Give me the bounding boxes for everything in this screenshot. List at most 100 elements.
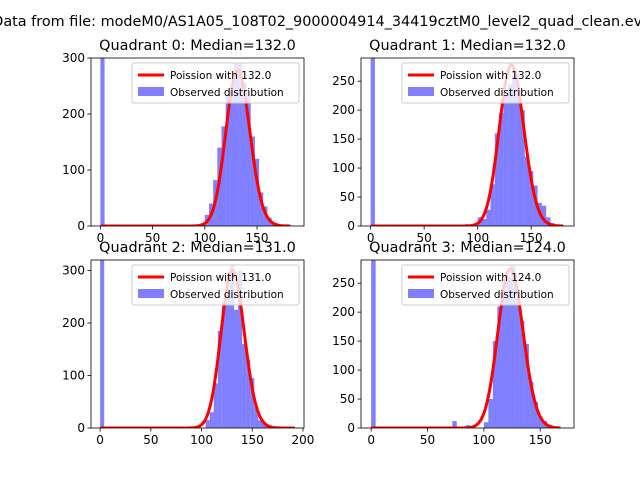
histogram-bar	[246, 94, 251, 226]
subplot-grid: 0 50 100 150 0 100 200 300 Quadrant 0: Median=13…	[62, 38, 575, 447]
subplot-title: Quadrant 3: Median=124.0	[369, 240, 566, 256]
histogram-bar	[225, 291, 230, 428]
histogram-bar	[529, 170, 534, 226]
y-tick-label: 50	[340, 190, 355, 204]
histogram-bar	[371, 260, 376, 428]
x-tick-label: 100	[193, 231, 216, 245]
histogram-bar	[497, 306, 502, 428]
axes-frame	[90, 259, 305, 429]
y-tick-label: 200	[332, 305, 355, 319]
histogram-bar	[242, 83, 247, 226]
legend-box	[131, 62, 300, 104]
y-tick-label: 250	[332, 276, 355, 290]
legend-box	[131, 264, 300, 306]
histogram-bar	[507, 84, 512, 226]
histogram-bar	[533, 185, 538, 226]
histogram-bar	[541, 205, 547, 226]
legend: Poission with 131.0 Observed distribution	[131, 264, 300, 306]
y-tick-label: 150	[332, 132, 355, 146]
legend-poisson-label: Poission with 124.0	[440, 272, 541, 284]
x-tick-label: 100	[190, 433, 213, 447]
x-tick-label: 50	[417, 231, 432, 245]
y-tick-label: 200	[62, 316, 85, 330]
histogram-bar	[537, 416, 543, 428]
y-tick-label: 300	[62, 264, 85, 278]
y-tick-label: 250	[332, 74, 355, 88]
legend-observed-swatch	[138, 289, 164, 298]
histogram-bar	[205, 420, 210, 428]
histogram-bar	[533, 401, 538, 428]
x-tick-label: 100	[472, 433, 495, 447]
plot-content	[370, 260, 561, 428]
histogram-bar	[481, 219, 487, 226]
legend-poisson-label: Poission with 132.0	[440, 70, 541, 82]
x-tick-label: 150	[241, 433, 264, 447]
y-tick-label: 150	[332, 334, 355, 348]
histogram-bar	[519, 320, 525, 428]
y-tick-label: 0	[347, 219, 355, 233]
legend-box	[401, 62, 570, 104]
histogram-bar	[452, 421, 457, 428]
y-tick-label: 100	[332, 363, 355, 377]
histogram-bar	[229, 265, 235, 428]
legend-observed-label: Observed distribution	[170, 289, 284, 301]
y-tick-label: 200	[332, 103, 355, 117]
y-tick-label: 300	[62, 51, 85, 65]
histogram-bar	[528, 381, 534, 428]
histogram-bar	[259, 192, 264, 226]
histogram-bar	[524, 156, 530, 226]
histogram-bar	[520, 110, 525, 226]
histogram-bar	[213, 383, 218, 428]
y-tick-label: 100	[332, 161, 355, 175]
y-tick-label: 200	[62, 107, 85, 121]
histogram-bar	[490, 184, 495, 226]
x-tick-label: 50	[420, 433, 435, 447]
x-tick-label: 0	[367, 231, 375, 245]
histogram-bar	[483, 422, 489, 428]
legend: Poission with 132.0 Observed distribution	[131, 62, 300, 104]
histogram-bar	[524, 344, 529, 428]
axes-frame	[90, 57, 305, 227]
histogram-bar	[250, 136, 255, 226]
histogram-bar	[492, 341, 498, 428]
legend-poisson-label: Poission with 132.0	[170, 70, 271, 82]
legend-observed-label: Observed distribution	[440, 289, 554, 301]
x-tick-label: 0	[367, 433, 375, 447]
subplot-quadrant-3: 0 50 100 150 0 50 100 150 200 250 Quadrant 3: Medi…	[332, 240, 575, 447]
y-tick-label: 0	[77, 421, 85, 435]
axes-frame	[360, 57, 575, 227]
y-tick-label: 50	[340, 392, 355, 406]
histogram-bar	[499, 113, 504, 226]
histogram-bar	[221, 126, 226, 226]
histogram-bar	[506, 277, 511, 428]
histogram-bar	[238, 63, 243, 226]
histogram-bar	[217, 330, 222, 428]
histogram-bar	[501, 297, 507, 428]
histogram-bar	[254, 407, 259, 428]
histogram-bar	[209, 412, 214, 428]
poisson-curve	[99, 269, 296, 428]
histogram-bar	[546, 217, 551, 226]
histogram-bar	[242, 344, 247, 428]
x-tick-label: 0	[97, 231, 105, 245]
x-tick-label: 50	[145, 231, 160, 245]
histogram-bar	[234, 309, 239, 428]
histogram-bar	[511, 75, 517, 226]
legend-poisson-label: Poission with 131.0	[170, 272, 271, 284]
x-tick-label: 150	[529, 433, 552, 447]
legend-observed-label: Observed distribution	[170, 87, 284, 99]
histogram-bar	[486, 209, 491, 226]
legend-observed-swatch	[408, 289, 434, 298]
subplot-title: Quadrant 2: Median=131.0	[99, 240, 296, 256]
histogram-bar	[225, 94, 230, 226]
histogram-bar	[258, 420, 263, 428]
axes-frame	[360, 259, 575, 429]
x-tick-label: 200	[292, 433, 315, 447]
x-tick-label: 150	[246, 231, 269, 245]
y-tick-label: 0	[77, 219, 85, 233]
legend-observed-swatch	[138, 87, 164, 96]
histogram-bar	[246, 359, 251, 428]
legend-observed-swatch	[408, 87, 434, 96]
x-tick-label: 150	[520, 231, 543, 245]
